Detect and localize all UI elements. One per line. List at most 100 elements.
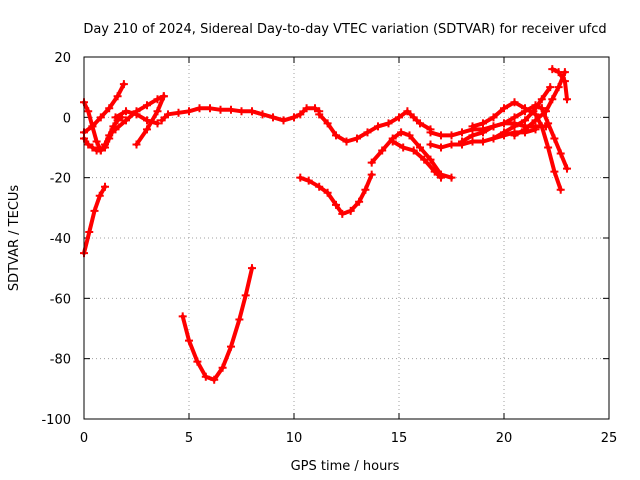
data-point-marker: [122, 116, 130, 125]
data-point-marker: [405, 131, 414, 140]
data-point-marker: [227, 342, 235, 351]
data-point-marker: [279, 116, 288, 125]
data-point-marker: [447, 140, 456, 149]
data-point-marker: [409, 113, 418, 122]
data-point-marker: [323, 119, 332, 128]
data-point-marker: [374, 122, 382, 131]
x-tick-label: 20: [496, 431, 513, 446]
data-point-marker: [185, 336, 193, 345]
data-point-marker: [248, 107, 256, 116]
data-point-marker: [397, 128, 406, 137]
data-point-marker: [479, 128, 487, 137]
data-point-marker: [241, 291, 250, 300]
data-point-marker: [416, 119, 424, 128]
data-point-marker: [119, 80, 128, 89]
x-tick-label: 15: [391, 431, 408, 446]
data-point-marker: [111, 113, 120, 122]
series-arc-18: [489, 83, 555, 143]
data-point-marker: [315, 110, 324, 119]
data-point-marker: [550, 167, 559, 176]
data-point-marker: [367, 158, 376, 167]
data-point-marker: [479, 119, 487, 128]
data-point-marker: [403, 107, 412, 116]
data-point-marker: [426, 140, 435, 149]
series-arc-1: [80, 182, 109, 258]
data-point-marker: [143, 116, 151, 125]
data-point-marker: [296, 173, 305, 182]
data-point-marker: [554, 68, 563, 77]
data-point-marker: [105, 131, 114, 140]
data-point-marker: [269, 113, 277, 122]
data-point-marker: [164, 110, 172, 119]
data-point-marker: [101, 140, 109, 149]
data-point-marker: [531, 116, 540, 125]
data-point-marker: [323, 188, 332, 197]
series-arc-9: [178, 264, 256, 384]
data-point-marker: [84, 107, 93, 116]
data-point-marker: [510, 98, 519, 107]
data-point-marker: [458, 137, 466, 146]
data-point-marker: [101, 182, 109, 191]
data-point-marker: [468, 131, 477, 140]
series-arc-16: [468, 98, 565, 194]
data-point-marker: [409, 146, 418, 155]
data-point-marker: [489, 122, 498, 131]
data-point-marker: [132, 107, 141, 116]
series-arc-21: [537, 104, 571, 173]
data-point-marker: [201, 372, 210, 381]
y-tick-label: -100: [41, 413, 71, 428]
data-point-marker: [237, 107, 246, 116]
x-axis-label: GPS time / hours: [291, 459, 400, 474]
y-tick-label: 0: [63, 111, 71, 126]
data-point-marker: [332, 200, 340, 209]
data-point-marker: [529, 107, 538, 116]
data-point-marker: [157, 116, 166, 125]
data-point-marker: [510, 122, 519, 131]
chart-title: Day 210 of 2024, Sidereal Day-to-day VTE…: [83, 22, 606, 37]
data-point-marker: [361, 185, 370, 194]
data-point-marker: [92, 137, 101, 146]
series-line: [369, 130, 454, 180]
data-point-marker: [111, 125, 120, 134]
data-point-marker: [420, 155, 429, 164]
data-point-marker: [510, 131, 519, 140]
data-point-marker: [235, 315, 244, 324]
data-point-marker: [479, 137, 487, 146]
data-point-marker: [258, 110, 267, 119]
data-point-marker: [563, 164, 571, 173]
data-point-marker: [332, 131, 340, 140]
series-arc-20: [548, 65, 571, 104]
data-point-marker: [395, 113, 403, 122]
data-point-marker: [447, 173, 456, 182]
data-point-marker: [510, 113, 519, 122]
x-tick-label: 0: [80, 431, 88, 446]
data-point-marker: [500, 128, 508, 137]
data-point-marker: [185, 107, 193, 116]
data-point-marker: [544, 119, 553, 128]
data-point-marker: [95, 191, 104, 200]
data-point-marker: [96, 113, 105, 122]
y-tick-label: -80: [50, 353, 71, 368]
data-point-marker: [554, 83, 563, 92]
data-point-marker: [416, 143, 424, 152]
data-point-marker: [96, 146, 105, 155]
y-axis-label: SDTVAR / TECUs: [7, 185, 22, 292]
data-point-marker: [521, 116, 529, 125]
data-point-marker: [159, 92, 168, 101]
y-tick-label: -60: [50, 292, 71, 307]
data-point-marker: [113, 92, 122, 101]
x-tick-label: 10: [286, 431, 303, 446]
data-point-marker: [338, 209, 347, 218]
data-point-marker: [342, 137, 351, 146]
data-point-marker: [388, 137, 397, 146]
data-point-marker: [531, 125, 540, 134]
data-point-marker: [353, 134, 361, 143]
data-point-marker: [304, 176, 313, 185]
y-tick-label: 20: [54, 51, 71, 66]
data-point-marker: [548, 95, 557, 104]
series-line: [180, 266, 254, 382]
data-point-marker: [296, 110, 305, 119]
series-line: [134, 94, 166, 147]
data-point-marker: [153, 95, 162, 104]
data-point-marker: [122, 107, 130, 116]
